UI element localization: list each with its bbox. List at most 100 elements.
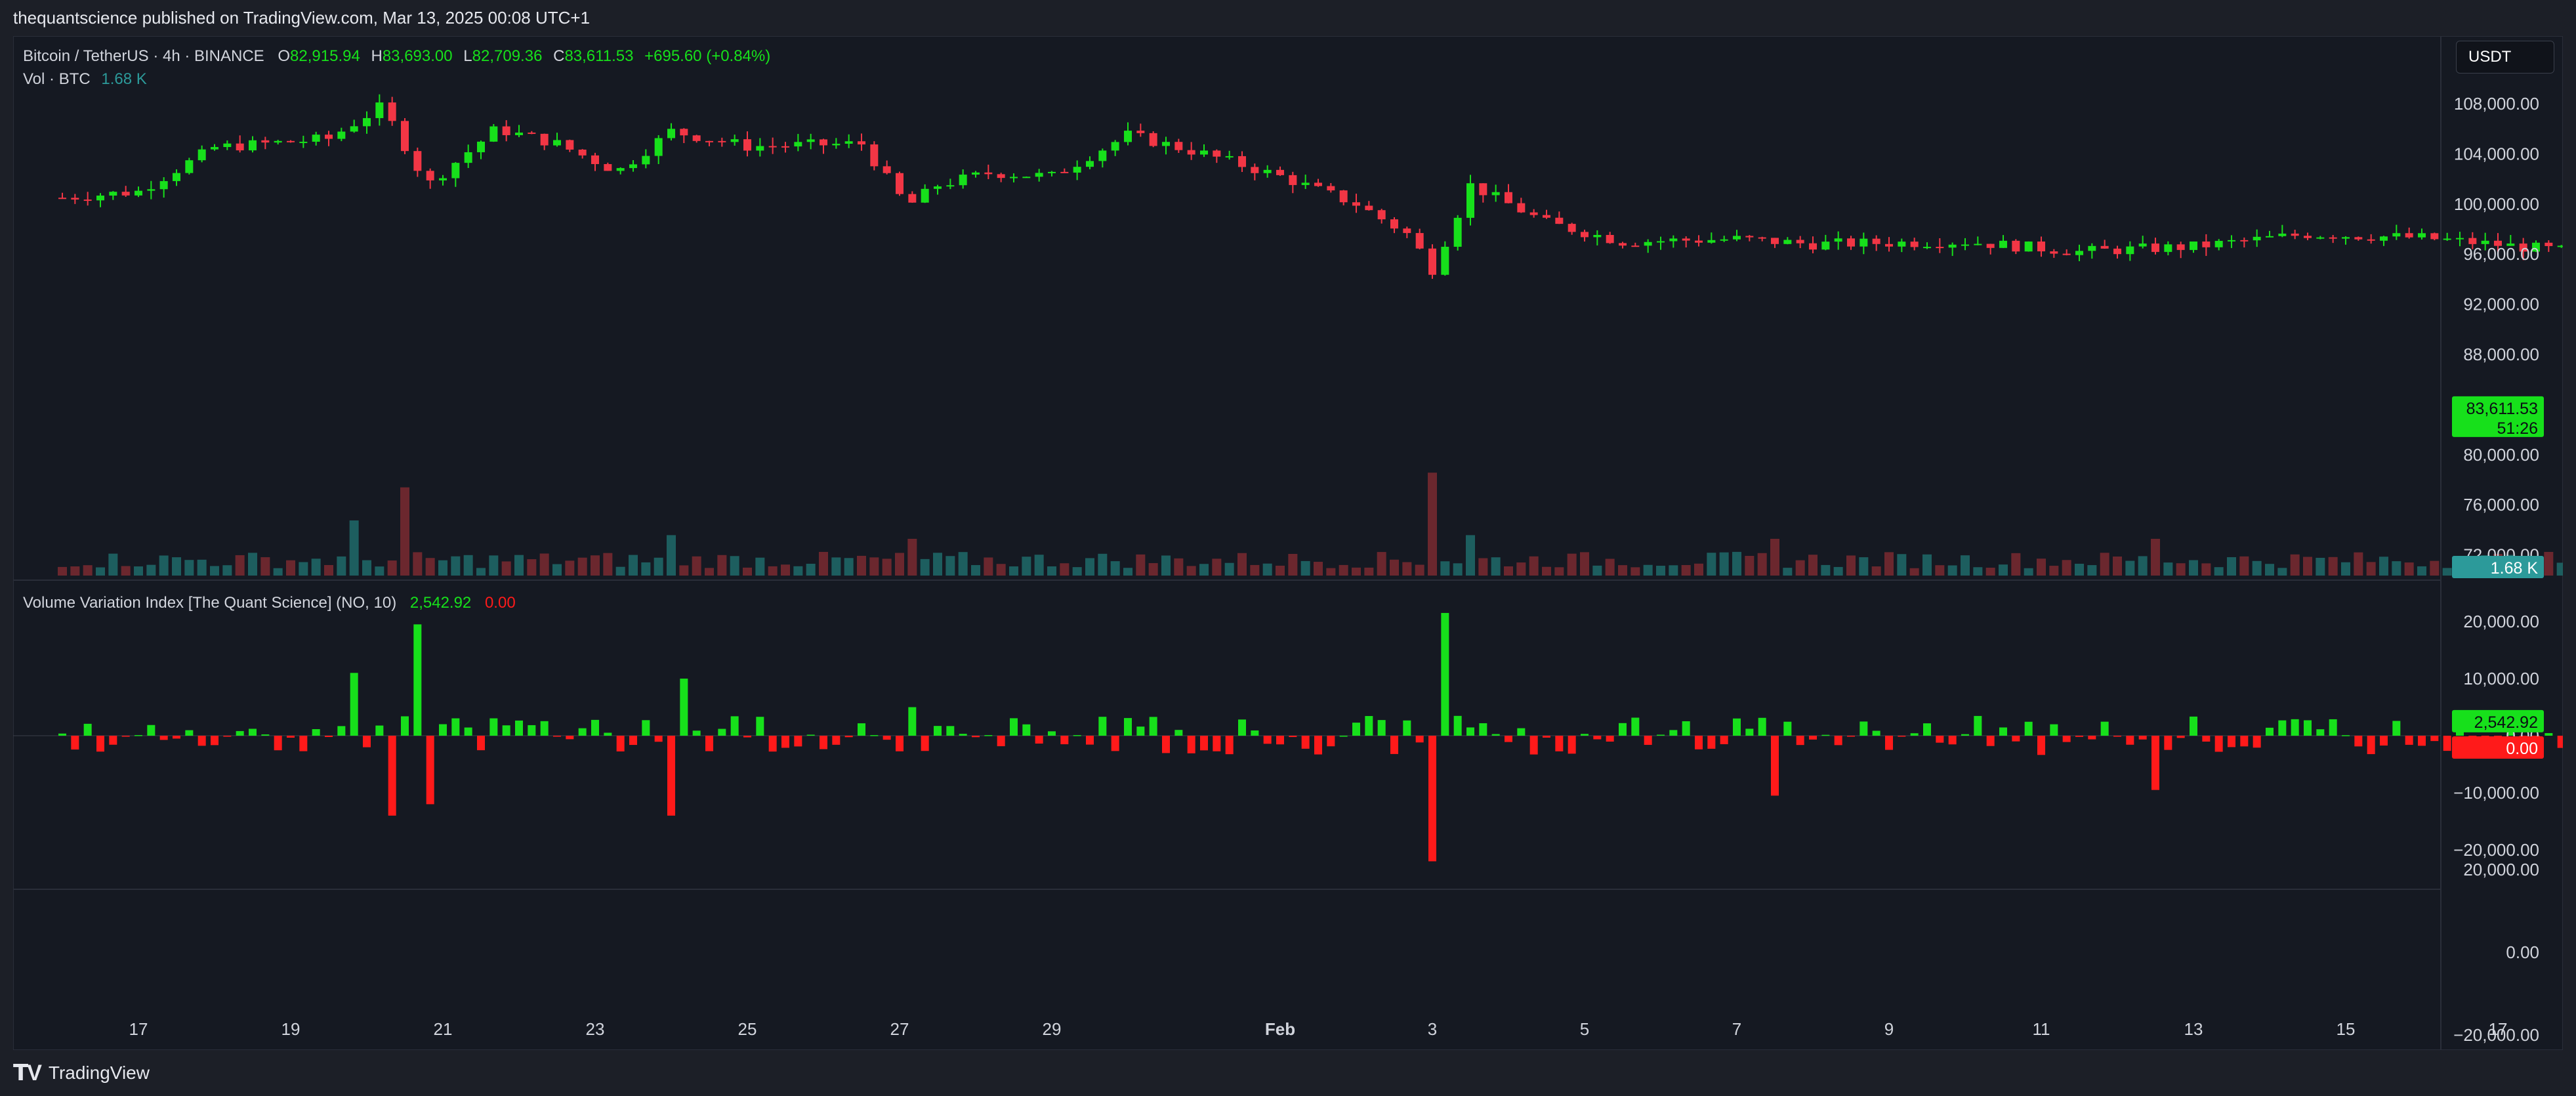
oscillator-bar bbox=[832, 736, 841, 745]
oscillator-bar bbox=[159, 736, 168, 740]
oscillator-bar bbox=[654, 736, 663, 742]
candle-body bbox=[1200, 150, 1208, 155]
volume-bar bbox=[108, 553, 118, 576]
brand-name[interactable]: TradingView bbox=[48, 1063, 150, 1083]
volume-bar bbox=[1377, 552, 1386, 576]
oscillator-bar bbox=[2367, 736, 2375, 755]
candle-body bbox=[1010, 177, 1018, 179]
candle-body bbox=[2100, 245, 2109, 249]
volume-bar bbox=[2163, 562, 2173, 576]
volume-bar bbox=[425, 558, 435, 576]
volume-bar bbox=[2087, 565, 2097, 576]
oscillator-bar bbox=[2253, 736, 2261, 748]
volume-bar bbox=[2252, 560, 2262, 576]
candle-body bbox=[2253, 236, 2261, 241]
candle-body bbox=[464, 152, 472, 163]
candle-body bbox=[1821, 242, 1830, 250]
candle-body bbox=[439, 178, 447, 180]
volume-bar bbox=[1186, 566, 1196, 576]
candle-body bbox=[135, 190, 142, 196]
time-tick-label: 9 bbox=[1884, 1019, 1894, 1039]
oscillator-bar bbox=[1986, 736, 1995, 746]
candle-body bbox=[71, 198, 79, 200]
volume-bar bbox=[1859, 557, 1869, 576]
volume-bar bbox=[1973, 567, 1983, 576]
symbol-name[interactable]: Bitcoin / TetherUS · 4h · BINANCE bbox=[23, 47, 264, 65]
oscillator-bar bbox=[1923, 723, 1931, 736]
oscillator-bar bbox=[261, 734, 270, 736]
indicator-name[interactable]: Volume Variation Index [The Quant Scienc… bbox=[23, 594, 397, 612]
close-value: 83,611.53 bbox=[564, 47, 634, 65]
oscillator-bar bbox=[337, 726, 346, 736]
volume-bar bbox=[1009, 566, 1018, 576]
oscillator-bar bbox=[2278, 720, 2287, 736]
chart-canvas[interactable]: 108,000.00 104,000.00 100,000.00 96,000.00 9… bbox=[13, 36, 2563, 1050]
oscillator-bar bbox=[1974, 715, 1982, 736]
grid-layer bbox=[13, 36, 2441, 1050]
oscillator-bar bbox=[2266, 727, 2274, 736]
price-tick-label: 92,000.00 bbox=[2463, 295, 2539, 314]
volume-bar bbox=[2366, 562, 2376, 576]
volume-bar bbox=[413, 552, 423, 576]
indicator-value-1: 2,542.92 bbox=[409, 594, 472, 612]
candle-body bbox=[274, 140, 282, 143]
open-value: 82,915.94 bbox=[290, 47, 360, 65]
volume-label[interactable]: Vol · BTC bbox=[23, 70, 91, 88]
oscillator-bar bbox=[1859, 721, 1868, 736]
volume-bar bbox=[96, 567, 105, 576]
candle-body bbox=[959, 175, 967, 186]
candle-body bbox=[1720, 239, 1728, 241]
oscillator-bar bbox=[1606, 736, 1614, 742]
volume-bar bbox=[1871, 566, 1881, 576]
oscillator-bar bbox=[1225, 736, 1234, 755]
oscillator-bar bbox=[1821, 734, 1830, 736]
candle-body bbox=[147, 189, 156, 191]
volume-bar bbox=[1999, 564, 2008, 576]
low-label: L bbox=[463, 47, 472, 65]
candle-body bbox=[730, 139, 739, 142]
oscillator-bar bbox=[2316, 729, 2325, 736]
candle-body bbox=[2278, 233, 2287, 236]
oscillator-bar bbox=[83, 723, 92, 736]
volume-bar bbox=[273, 568, 283, 576]
candle-body bbox=[934, 186, 942, 189]
oscillator-bar bbox=[185, 730, 194, 736]
volume-bar bbox=[1491, 557, 1501, 576]
tv-logo-icon[interactable]: 𝗧V bbox=[13, 1061, 42, 1085]
candle-body bbox=[1568, 224, 1576, 232]
volume-bar bbox=[1833, 566, 1843, 576]
candle-body bbox=[2367, 239, 2375, 241]
candle-body bbox=[1657, 241, 1665, 243]
oscillator-bar bbox=[2304, 720, 2312, 736]
volume-bar bbox=[1314, 562, 1323, 576]
volume-bar bbox=[2265, 564, 2274, 576]
volume-bar bbox=[2100, 553, 2109, 576]
price-tick-label: 96,000.00 bbox=[2463, 244, 2539, 264]
oscillator-bar bbox=[1771, 736, 1779, 796]
candle-body bbox=[1149, 133, 1157, 146]
volume-bar bbox=[1618, 565, 1627, 576]
oscillator-bar bbox=[109, 736, 117, 745]
candle-body bbox=[2494, 240, 2502, 246]
volume-bar bbox=[1415, 564, 1424, 576]
oscillator-bar bbox=[1796, 736, 1804, 746]
candle-body bbox=[451, 163, 460, 179]
time-tick-label: 15 bbox=[2337, 1019, 2356, 1039]
candle-body bbox=[249, 140, 257, 151]
currency-button[interactable]: USDT bbox=[2456, 41, 2554, 74]
oscillator-bar bbox=[1834, 736, 1842, 746]
candle-body bbox=[2519, 243, 2527, 252]
volume-bar bbox=[2037, 559, 2046, 576]
oscillator-bar bbox=[2354, 736, 2363, 747]
volume-bar bbox=[2290, 554, 2300, 576]
candle-body bbox=[58, 198, 66, 200]
volume-bar bbox=[1529, 556, 1539, 576]
volume-bar bbox=[1072, 567, 1082, 576]
high-label: H bbox=[371, 47, 383, 65]
oscillator-bar bbox=[287, 736, 295, 738]
candle-body bbox=[159, 180, 168, 190]
oscillator-bar bbox=[312, 728, 320, 736]
candle-body bbox=[1022, 177, 1031, 179]
volume-bar bbox=[1745, 555, 1755, 576]
oscillator-bar bbox=[2405, 736, 2413, 745]
